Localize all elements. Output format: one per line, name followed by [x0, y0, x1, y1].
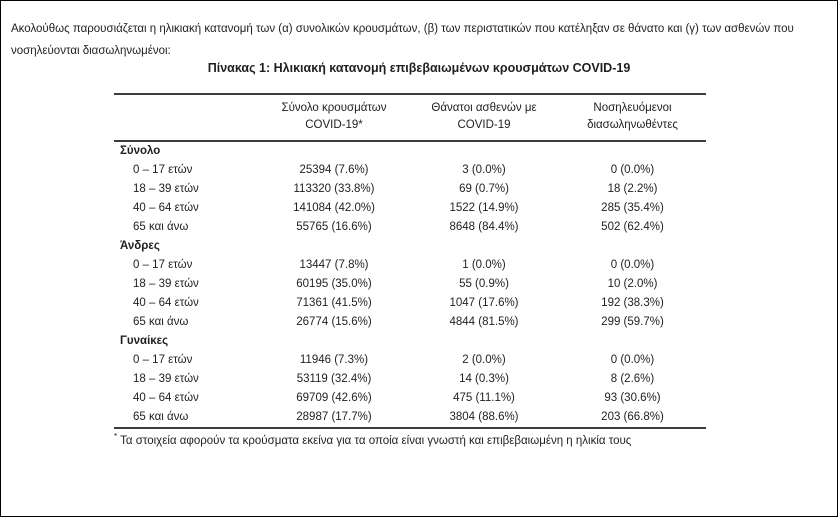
section-row-men: Άνδρες: [114, 237, 706, 256]
section-label: Γυναίκες: [120, 335, 169, 347]
table-row: 0 – 17 ετών 13447 (7.8%) 1 (0.0%) 0 (0.0…: [114, 256, 706, 275]
table-row: 40 – 64 ετών 141084 (42.0%) 1522 (14.9%)…: [114, 199, 706, 218]
intubated-cell: 10 (2.0%): [607, 278, 658, 290]
column-header-intubated: Νοσηλευόμενοι διασωληνωθέντες: [559, 93, 706, 142]
deaths-cell: 3804 (88.6%): [449, 411, 519, 423]
intubated-cell: 203 (66.8%): [601, 411, 664, 423]
table-row: 65 και άνω 28987 (17.7%) 3804 (88.6%) 20…: [114, 408, 706, 428]
age-cell: 18 – 39 ετών: [133, 183, 199, 195]
deaths-cell: 1 (0.0%): [462, 259, 506, 271]
intubated-cell: 8 (2.6%): [610, 373, 655, 385]
age-cell: 0 – 17 ετών: [133, 354, 193, 366]
age-cell: 40 – 64 ετών: [133, 297, 199, 309]
age-cell: 18 – 39 ετών: [133, 373, 199, 385]
intubated-cell: 299 (59.7%): [601, 316, 664, 328]
cases-cell: 13447 (7.8%): [299, 259, 369, 271]
section-row-total: Σύνολο: [114, 141, 706, 161]
age-cell: 0 – 17 ετών: [133, 259, 193, 271]
section-row-women: Γυναίκες: [114, 332, 706, 351]
table-row: 0 – 17 ετών 11946 (7.3%) 2 (0.0%) 0 (0.0…: [114, 351, 706, 370]
table-title: Πίνακας 1: Ηλικιακή κατανομή επιβεβαιωμέ…: [207, 61, 631, 75]
cases-cell: 28987 (17.7%): [296, 411, 372, 423]
table-header-row: Σύνολο κρουσμάτων COVID-19* Θάνατοι ασθε…: [114, 93, 706, 142]
intubated-cell: 0 (0.0%): [610, 164, 655, 176]
table-row: 40 – 64 ετών 71361 (41.5%) 1047 (17.6%) …: [114, 294, 706, 313]
table-footnote: * Τα στοιχεία αφορούν τα κρούσματα εκείνα…: [114, 429, 714, 449]
intubated-cell: 93 (30.6%): [604, 392, 661, 404]
intubated-cell: 0 (0.0%): [610, 259, 655, 271]
cases-cell: 25394 (7.6%): [299, 164, 369, 176]
table-row: 0 – 17 ετών 25394 (7.6%) 3 (0.0%) 0 (0.0…: [114, 161, 706, 180]
intubated-cell: 18 (2.2%): [607, 183, 658, 195]
cases-cell: 55765 (16.6%): [296, 221, 372, 233]
deaths-cell: 3 (0.0%): [462, 164, 506, 176]
cases-cell: 69709 (42.6%): [296, 392, 372, 404]
age-cell: 40 – 64 ετών: [133, 392, 199, 404]
intubated-cell: 0 (0.0%): [610, 354, 655, 366]
cases-cell: 60195 (35.0%): [296, 278, 372, 290]
deaths-cell: 2 (0.0%): [462, 354, 506, 366]
covid-age-distribution-table: Σύνολο κρουσμάτων COVID-19* Θάνατοι ασθε…: [114, 93, 706, 429]
section-label: Σύνολο: [120, 145, 161, 157]
table-row: 18 – 39 ετών 60195 (35.0%) 55 (0.9%) 10 …: [114, 275, 706, 294]
table-row: 65 και άνω 55765 (16.6%) 8648 (84.4%) 50…: [114, 218, 706, 237]
column-header-cases: Σύνολο κρουσμάτων COVID-19*: [259, 93, 409, 142]
table-row: 65 και άνω 26774 (15.6%) 4844 (81.5%) 29…: [114, 313, 706, 332]
footnote-asterisk: *: [114, 432, 118, 441]
section-label: Άνδρες: [120, 240, 160, 252]
intubated-cell: 285 (35.4%): [601, 202, 664, 214]
table-row: 40 – 64 ετών 69709 (42.6%) 475 (11.1%) 9…: [114, 389, 706, 408]
deaths-cell: 1047 (17.6%): [449, 297, 519, 309]
table-header: Σύνολο κρουσμάτων COVID-19* Θάνατοι ασθε…: [114, 93, 706, 142]
deaths-cell: 475 (11.1%): [453, 392, 515, 404]
cases-cell: 71361 (41.5%): [296, 297, 372, 309]
deaths-cell: 4844 (81.5%): [449, 316, 519, 328]
age-cell: 65 και άνω: [133, 221, 189, 233]
deaths-cell: 55 (0.9%): [459, 278, 509, 290]
table-row: 18 – 39 ετών 113320 (33.8%) 69 (0.7%) 18…: [114, 180, 706, 199]
age-cell: 65 και άνω: [133, 411, 189, 423]
deaths-cell: 8648 (84.4%): [449, 221, 519, 233]
cases-cell: 11946 (7.3%): [299, 354, 369, 366]
age-cell: 40 – 64 ετών: [133, 202, 199, 214]
cases-cell: 53119 (32.4%): [296, 373, 372, 385]
cases-cell: 113320 (33.8%): [293, 183, 375, 195]
age-cell: 18 – 39 ετών: [133, 278, 199, 290]
deaths-cell: 69 (0.7%): [459, 183, 509, 195]
age-cell: 0 – 17 ετών: [133, 164, 193, 176]
cases-cell: 141084 (42.0%): [293, 202, 375, 214]
deaths-cell: 1522 (14.9%): [449, 202, 519, 214]
deaths-cell: 14 (0.3%): [459, 373, 509, 385]
table-row: 18 – 39 ετών 53119 (32.4%) 14 (0.3%) 8 (…: [114, 370, 706, 389]
intubated-cell: 502 (62.4%): [601, 221, 664, 233]
cases-cell: 26774 (15.6%): [296, 316, 372, 328]
footnote-text: Τα στοιχεία αφορούν τα κρούσματα εκείνα …: [120, 434, 632, 447]
intubated-cell: 192 (38.3%): [601, 297, 664, 309]
table-body: Σύνολο 0 – 17 ετών 25394 (7.6%) 3 (0.0%)…: [114, 141, 706, 428]
empty-header-cell: [114, 93, 259, 142]
age-cell: 65 και άνω: [133, 316, 189, 328]
column-header-deaths: Θάνατοι ασθενών με COVID-19: [409, 93, 559, 142]
intro-paragraph: Ακολούθως παρουσιάζεται η ηλικιακή καταν…: [11, 22, 794, 57]
